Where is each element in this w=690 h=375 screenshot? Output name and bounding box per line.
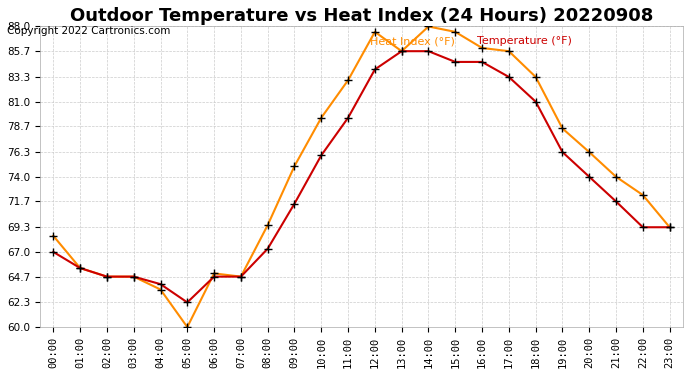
Temperature (°F) (76, 266, 84, 270)
Heat Index (°F) (478, 46, 486, 50)
Heat Index (°F) (371, 30, 379, 34)
Heat Index (°F) (103, 274, 111, 279)
Temperature (°F) (639, 225, 647, 230)
Heat Index (°F) (504, 49, 513, 54)
Heat Index (°F) (130, 274, 138, 279)
Temperature (°F) (157, 282, 165, 286)
Heat Index (°F) (531, 75, 540, 79)
Heat Index (°F) (237, 274, 245, 279)
Temperature (°F) (183, 300, 191, 304)
Heat Index (°F) (612, 174, 620, 179)
Temperature (°F) (290, 201, 299, 206)
Temperature (°F) (317, 153, 326, 158)
Temperature (°F) (237, 274, 245, 279)
Heat Index (°F) (210, 271, 218, 276)
Text: Copyright 2022 Cartronics.com: Copyright 2022 Cartronics.com (7, 26, 170, 36)
Heat Index (°F) (585, 150, 593, 154)
Temperature (°F) (49, 250, 57, 254)
Line: Temperature (°F): Temperature (°F) (49, 47, 674, 306)
Temperature (°F) (397, 49, 406, 54)
Heat Index (°F) (317, 116, 326, 120)
Heat Index (°F) (424, 24, 433, 29)
Temperature (°F) (504, 75, 513, 79)
Title: Outdoor Temperature vs Heat Index (24 Hours) 20220908: Outdoor Temperature vs Heat Index (24 Ho… (70, 7, 653, 25)
Heat Index (°F) (157, 287, 165, 292)
Temperature (°F) (103, 274, 111, 279)
Heat Index (°F) (290, 164, 299, 168)
Temperature (°F) (264, 246, 272, 251)
Temperature (°F) (130, 274, 138, 279)
Heat Index (°F) (76, 266, 84, 270)
Heat Index (°F) (666, 225, 674, 230)
Heat Index (°F) (639, 193, 647, 197)
Temperature (°F) (210, 274, 218, 279)
Heat Index (°F) (344, 78, 352, 82)
Temperature (°F) (612, 199, 620, 204)
Temperature (°F) (478, 60, 486, 64)
Heat Index (°F) (49, 234, 57, 238)
Heat Index (°F) (183, 325, 191, 329)
Temperature (°F) (531, 99, 540, 104)
Line: Heat Index (°F): Heat Index (°F) (49, 22, 674, 331)
Heat Index (°F) (397, 49, 406, 54)
Legend: Heat Index (°F), Temperature (°F): Heat Index (°F), Temperature (°F) (366, 32, 576, 51)
Temperature (°F) (371, 67, 379, 72)
Heat Index (°F) (451, 30, 460, 34)
Temperature (°F) (344, 116, 352, 120)
Temperature (°F) (585, 174, 593, 179)
Temperature (°F) (451, 60, 460, 64)
Temperature (°F) (558, 150, 566, 154)
Temperature (°F) (666, 225, 674, 230)
Heat Index (°F) (264, 223, 272, 227)
Heat Index (°F) (558, 126, 566, 131)
Temperature (°F) (424, 49, 433, 54)
